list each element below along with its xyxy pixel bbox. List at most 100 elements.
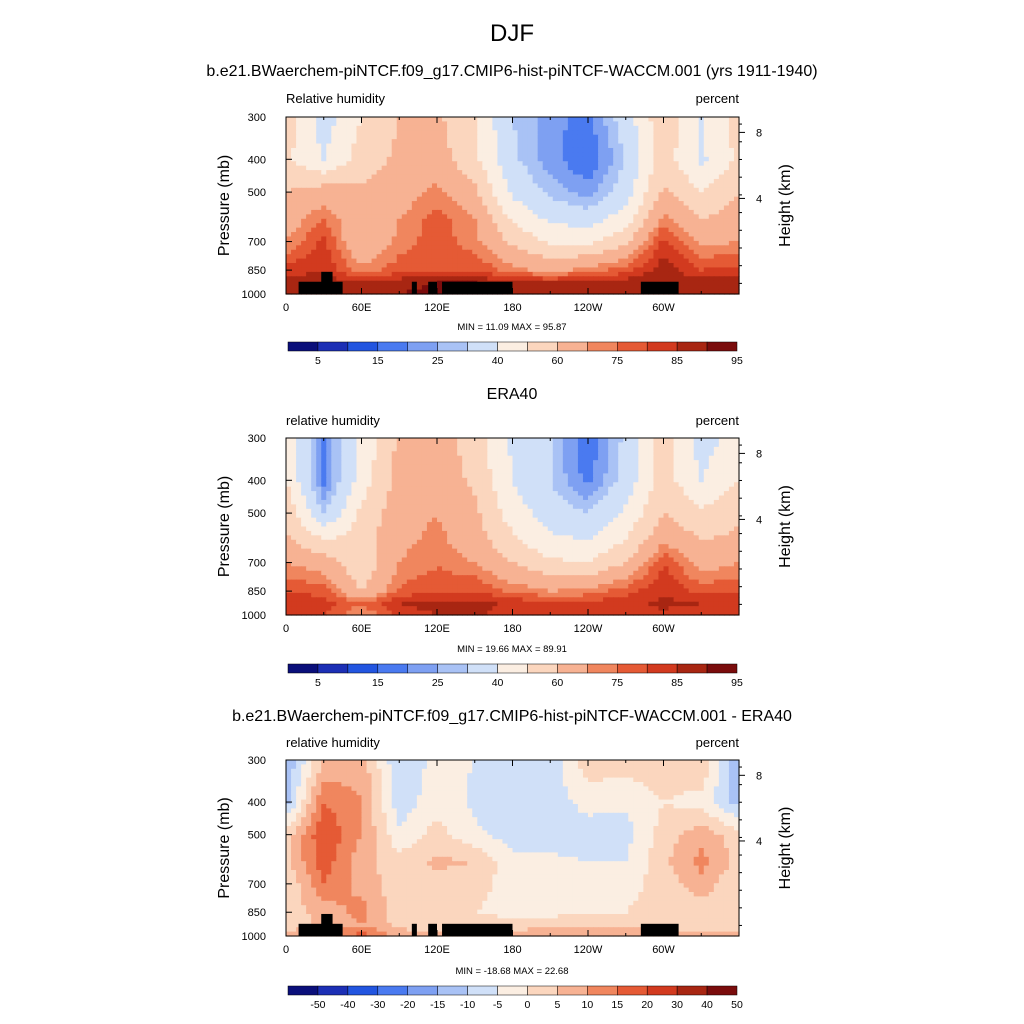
panel-1-colorbar: 5 15 25 40 60 75 85 95 [287,341,743,367]
panel-3-terrain-block [321,913,333,936]
panel-2-x-tick-label: 120W [574,623,603,635]
panel-3-x-tick-label: 120W [574,944,603,956]
panel-2-y-tick-label: 700 [248,558,266,570]
panel-3-colorbar-box [437,985,468,996]
panel-2-colorbar-box [317,663,349,674]
panel-1-y-tick-label: 300 [248,112,266,124]
panel-2-x-tick-label: 120E [424,623,450,635]
panel-3-colorbar-label: 15 [611,999,623,1011]
panel-2-colorbar-label: 60 [552,677,564,689]
panel-1-x-tick-label: 120E [424,302,450,314]
panel-3-colorbar-box [317,985,349,996]
panel-1-colorbar-label: 5 [315,355,321,367]
panel-2-y2-tick-label: 4 [756,514,762,526]
panel-2-left-label: relative humidity [286,413,380,428]
panel-1-colorbar-box [437,341,468,352]
panel-1-colorbar-label: 25 [432,355,444,367]
panel-1-colorbar-box [557,341,588,352]
panel-1-y-tick-label: 1000 [242,289,266,301]
panel-3-x-tick-label: 0 [283,944,289,956]
panel-3-terrain-block [640,923,679,936]
panel-1-x-tick-label: 0 [283,302,289,314]
panel-3-colorbar-box [527,985,558,996]
panel-3-colorbar-box [646,985,678,996]
panel-1-title: b.e21.BWaerchem-piNTCF.f09_g17.CMIP6-his… [206,63,818,80]
panel-3-terrain-block [411,923,417,936]
panel-3-y-tick-label: 1000 [242,931,266,943]
panel-1-terrain-block [411,281,417,294]
panel-1-terrain-block [428,281,437,294]
panel-3-y-tick-label: 700 [248,879,266,891]
panel-2-title: ERA40 [486,386,538,403]
panel-2-colorbar-box [467,663,498,674]
panel-1-colorbar-box [347,341,379,352]
panel-3-colorbar-label: 20 [641,999,653,1011]
panel-1-y2-tick-label: 8 [756,127,762,139]
panel-2-x-tick-label: 180 [503,623,521,635]
panel-1-colorbar-label: 60 [552,355,564,367]
panel-3-colorbar-box [347,985,379,996]
panel-3-colorbar-label: -5 [493,999,502,1011]
panel-3-colorbar-box [676,985,708,996]
panel-3-y2-axis-title: Height (km) [777,807,794,890]
panel-1-colorbar-box [287,341,319,352]
panel-3-colorbar-label: -15 [430,999,445,1011]
panel-1-y2-axis-title: Height (km) [777,164,794,247]
panel-1-x-tick-label: 180 [503,302,521,314]
panel-1-colorbar-box [646,341,678,352]
panel-3-y2-tick-label: 4 [756,836,762,848]
panel-3-colorbar-label: -20 [400,999,415,1011]
panel-1-colorbar-box [497,341,528,352]
panel-3-title: b.e21.BWaerchem-piNTCF.f09_g17.CMIP6-his… [232,708,792,725]
panel-3-terrain-block [428,923,437,936]
panel-2-colorbar-box [676,663,708,674]
panel-3-y-axis-title: Pressure (mb) [216,797,233,898]
panel-2-colorbar-label: 5 [315,677,321,689]
panel-2-right-label: percent [695,413,739,428]
panel-2-y2-tick-label: 8 [756,448,762,460]
panel-1-right-label: percent [695,91,739,106]
panel-3-colorbar-label: 50 [731,999,743,1011]
panel-2-y-tick-label: 400 [248,475,266,487]
panel-3-colorbar-box [557,985,588,996]
panel-1-y-tick-label: 850 [248,265,266,277]
panel-2-colorbar-label: 95 [731,677,743,689]
panel-1-colorbar-label: 15 [372,355,384,367]
panel-3-colorbar-label: -50 [310,999,325,1011]
panel-1-x-tick-label: 60E [352,302,372,314]
panel-1-y-axis-title: Pressure (mb) [216,155,233,256]
panel-3-colorbar-label: 40 [701,999,713,1011]
panel-3-x-tick-label: 60W [652,944,675,956]
panel-3-terrain-block [298,923,343,936]
panel-3-colorbar-label: -10 [460,999,475,1011]
panel-1-colorbar-label: 85 [671,355,683,367]
panel-2-colorbar-box [587,663,618,674]
panel-2-colorbar-label: 40 [492,677,504,689]
panel-1-terrain-block [442,281,513,294]
panel-3-y2-tick-label: 8 [756,770,762,782]
panel-2-y-tick-label: 500 [248,508,266,520]
panel-1-colorbar-box [527,341,558,352]
panel-3-colorbar-box [617,985,648,996]
panel-3-colorbar-box [287,985,319,996]
panel-1-minmax: MIN = 11.09 MAX = 95.87 [457,322,567,333]
panel-3-colorbar-label: -30 [370,999,385,1011]
main-title: DJF [490,20,534,47]
panel-3-terrain-block [442,923,513,936]
panel-1-y-tick-label: 500 [248,187,266,199]
panel-1-colorbar-box [676,341,708,352]
panel-3-left-label: relative humidity [286,735,380,750]
panel-1-terrain-block [321,271,333,294]
panel-2-colorbar-box [497,663,528,674]
panel-2-colorbar-box [287,663,319,674]
panel-3-colorbar-label: 5 [554,999,560,1011]
panel-1-x-tick-label: 60W [652,302,675,314]
panel-1-terrain-block [640,281,679,294]
panel-3-colorbar-label: -40 [340,999,355,1011]
panel-2-colorbar-label: 25 [432,677,444,689]
panel-1-contour-field [286,117,740,295]
panel-2-y-tick-label: 850 [248,586,266,598]
panel-1-colorbar-box [587,341,618,352]
panel-3-colorbar-label: 30 [671,999,683,1011]
